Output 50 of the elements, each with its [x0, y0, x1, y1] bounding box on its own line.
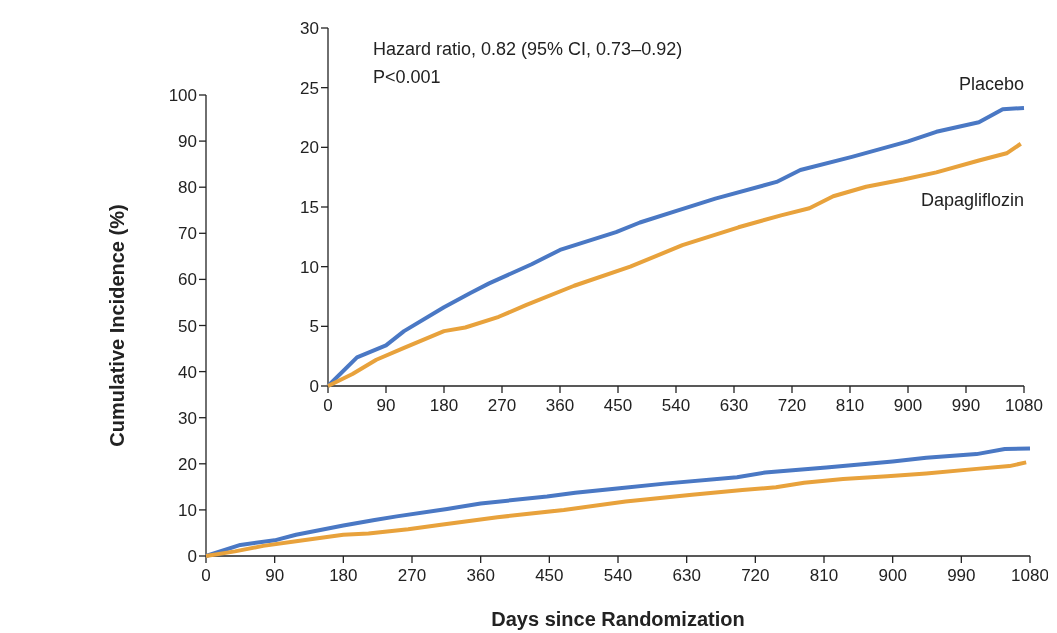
y-tick-label: 60: [178, 270, 197, 290]
x-tick-label: 900: [878, 566, 907, 585]
y-tick-label: 15: [300, 198, 319, 217]
x-tick-label: 630: [672, 566, 701, 585]
x-tick-label: 990: [947, 566, 976, 585]
y-tick-label: 20: [178, 454, 197, 474]
x-tick-label: 450: [603, 396, 633, 415]
x-tick-label: 270: [487, 396, 517, 415]
x-tick-label: 360: [466, 566, 495, 585]
x-tick-label: 180: [329, 566, 358, 585]
y-tick-label: 100: [168, 86, 197, 105]
x-tick-label: 0: [323, 396, 333, 415]
y-tick-label: 5: [309, 317, 319, 337]
x-tick-label: 1080: [1011, 566, 1049, 585]
y-tick-label: 30: [300, 19, 319, 38]
y-tick-label: 70: [178, 224, 197, 244]
x-tick-label: 270: [397, 566, 427, 585]
x-tick-label: 0: [201, 566, 211, 585]
x-tick-label: 90: [265, 566, 285, 585]
x-tick-label: 90: [376, 396, 396, 415]
y-tick-label: 10: [300, 257, 319, 277]
y-tick-label: 80: [178, 178, 197, 198]
y-tick-label: 30: [178, 408, 197, 428]
x-tick-label: 720: [777, 396, 807, 415]
x-tick-label: 360: [545, 396, 575, 415]
y-tick-label: 0: [309, 377, 319, 396]
x-tick-label: 180: [429, 396, 459, 415]
x-tick-label: 1080: [1005, 396, 1043, 415]
y-tick-label: 50: [178, 316, 197, 336]
y-tick-label: 0: [187, 547, 197, 566]
x-tick-label: 450: [535, 566, 564, 585]
y-tick-label: 10: [178, 500, 197, 520]
x-tick-label: 540: [661, 396, 691, 415]
series-label: Dapagliflozin: [920, 189, 1024, 210]
x-tick-label: 810: [809, 566, 839, 585]
x-tick-label: 630: [719, 396, 749, 415]
y-tick-label: 25: [300, 78, 319, 98]
y-tick-label: 20: [300, 138, 319, 158]
x-tick-label: 540: [603, 566, 633, 585]
x-axis-title: Days since Randomization: [491, 608, 745, 630]
x-tick-label: 720: [741, 566, 770, 585]
y-tick-label: 40: [178, 362, 197, 382]
x-tick-label: 990: [951, 396, 981, 415]
x-tick-label: 900: [893, 396, 923, 415]
annotation: Hazard ratio, 0.82 (95% CI, 0.73–0.92): [373, 39, 683, 59]
x-tick-label: 810: [835, 396, 865, 415]
y-tick-label: 90: [178, 132, 197, 152]
y-axis-title: Cumulative Incidence (%): [106, 204, 128, 447]
series-label: Placebo: [958, 73, 1024, 94]
annotation: P<0.001: [373, 67, 441, 87]
